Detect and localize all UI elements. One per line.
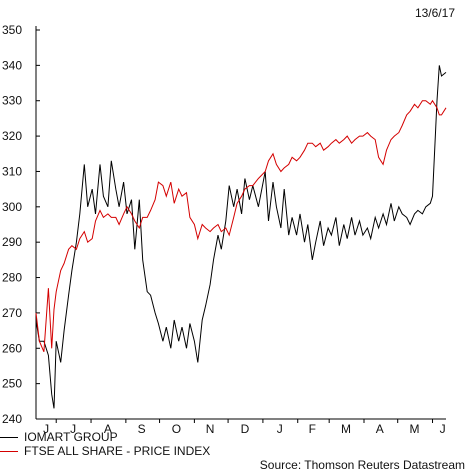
legend-swatch-ftse	[0, 450, 18, 452]
x-tick-label: J	[70, 422, 76, 436]
legend-swatch-iomart	[0, 436, 18, 438]
axes: 240 250 260 270 280 290 300 310 320 330 340 350 J J A S…	[2, 23, 446, 436]
series-line-iomart	[35, 65, 447, 409]
x-tick-label: M	[341, 422, 351, 436]
series-lines	[35, 65, 447, 409]
x-tick-label: M	[410, 422, 420, 436]
legend-label-ftse: FTSE ALL SHARE - PRICE INDEX	[24, 444, 211, 458]
x-tick-label: J	[277, 422, 283, 436]
y-tick-label: 300	[2, 200, 22, 214]
y-tick-label: 350	[2, 23, 22, 37]
y-tick-label: 290	[2, 235, 22, 249]
y-tick-label: 320	[2, 129, 22, 143]
y-tick-label: 270	[2, 306, 22, 320]
x-tick-label: S	[138, 422, 146, 436]
y-tick-label: 250	[2, 377, 22, 391]
legend-item-iomart: IOMART GROUP	[0, 430, 118, 444]
y-tick-label: 340	[2, 58, 22, 72]
x-tick-label: O	[172, 422, 181, 436]
legend-item-ftse: FTSE ALL SHARE - PRICE INDEX	[0, 444, 210, 458]
x-tick-label: N	[206, 422, 215, 436]
x-tick-label: D	[241, 422, 250, 436]
x-tick-label: J	[43, 422, 49, 436]
series-line-ftse	[35, 99, 447, 352]
source-label: Source: Thomson Reuters Datastream	[259, 458, 465, 472]
x-tick-label: J	[440, 422, 446, 436]
x-tick-label: A	[376, 422, 384, 436]
x-tick-label: F	[309, 422, 316, 436]
date-label: 13/6/17	[414, 6, 455, 20]
y-tick-label: 330	[2, 94, 22, 108]
y-tick-label: 280	[2, 271, 22, 285]
y-tick-label: 310	[2, 164, 22, 178]
x-tick-label: A	[104, 422, 112, 436]
y-tick-label: 260	[2, 341, 22, 355]
legend-label-iomart: IOMART GROUP	[24, 430, 118, 444]
y-tick-label: 240	[2, 412, 22, 426]
